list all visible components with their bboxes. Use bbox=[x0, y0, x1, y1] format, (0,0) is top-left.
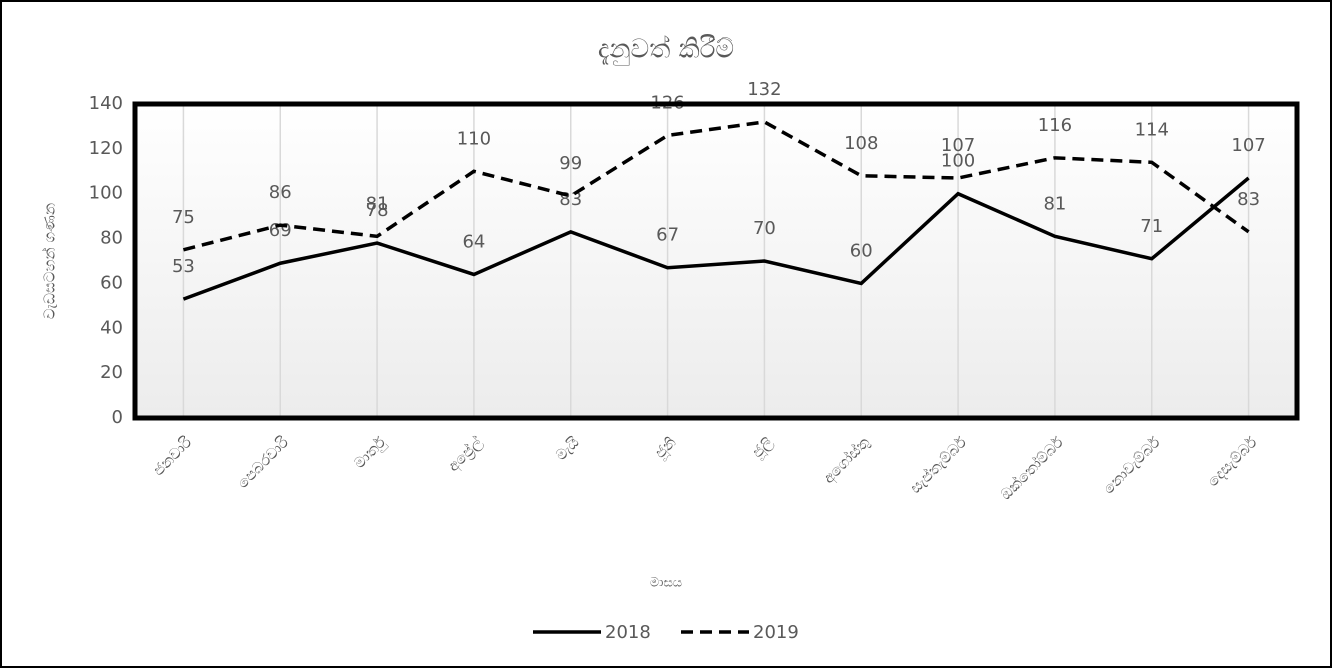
plot-border bbox=[132, 101, 1300, 421]
data-label: 81 bbox=[366, 193, 389, 214]
y-tick-label: 80 bbox=[100, 228, 123, 249]
data-label: 81 bbox=[1043, 193, 1066, 214]
legend-label: 2019 bbox=[753, 622, 799, 643]
y-tick-label: 20 bbox=[100, 362, 123, 383]
data-label: 107 bbox=[941, 135, 975, 156]
y-tick-label: 40 bbox=[100, 317, 123, 338]
data-label: 108 bbox=[844, 133, 878, 154]
data-label: 99 bbox=[559, 153, 582, 174]
data-label: 114 bbox=[1135, 119, 1169, 140]
data-label: 100 bbox=[941, 151, 975, 172]
data-label: 71 bbox=[1140, 216, 1163, 237]
y-axis-label: වැඩසටහන් ගණන bbox=[40, 203, 58, 319]
data-label: 53 bbox=[172, 256, 195, 277]
data-label: 86 bbox=[269, 182, 292, 203]
data-label: 78 bbox=[366, 200, 389, 221]
plot-area bbox=[135, 104, 1297, 418]
data-label: 83 bbox=[1237, 189, 1260, 210]
data-label: 132 bbox=[747, 79, 781, 100]
chart-title: දැනුවත් කිරීම් bbox=[598, 35, 734, 66]
y-tick-label: 100 bbox=[89, 183, 123, 204]
data-label: 75 bbox=[172, 207, 195, 228]
data-label: 64 bbox=[462, 231, 485, 252]
y-tick-label: 0 bbox=[112, 407, 123, 428]
legend-label: 2018 bbox=[605, 622, 651, 643]
data-label: 110 bbox=[457, 128, 491, 149]
data-label: 60 bbox=[850, 240, 873, 261]
line-series bbox=[182, 176, 1250, 301]
y-tick-label: 120 bbox=[89, 138, 123, 159]
data-label: 107 bbox=[1231, 135, 1265, 156]
y-tick-label: 140 bbox=[89, 93, 123, 114]
x-axis-label: මාසය bbox=[650, 576, 682, 591]
y-tick-label: 60 bbox=[100, 272, 123, 293]
data-label: 116 bbox=[1038, 115, 1072, 136]
line-series bbox=[182, 120, 1250, 252]
data-label: 70 bbox=[753, 218, 776, 239]
data-label: 67 bbox=[656, 225, 679, 246]
